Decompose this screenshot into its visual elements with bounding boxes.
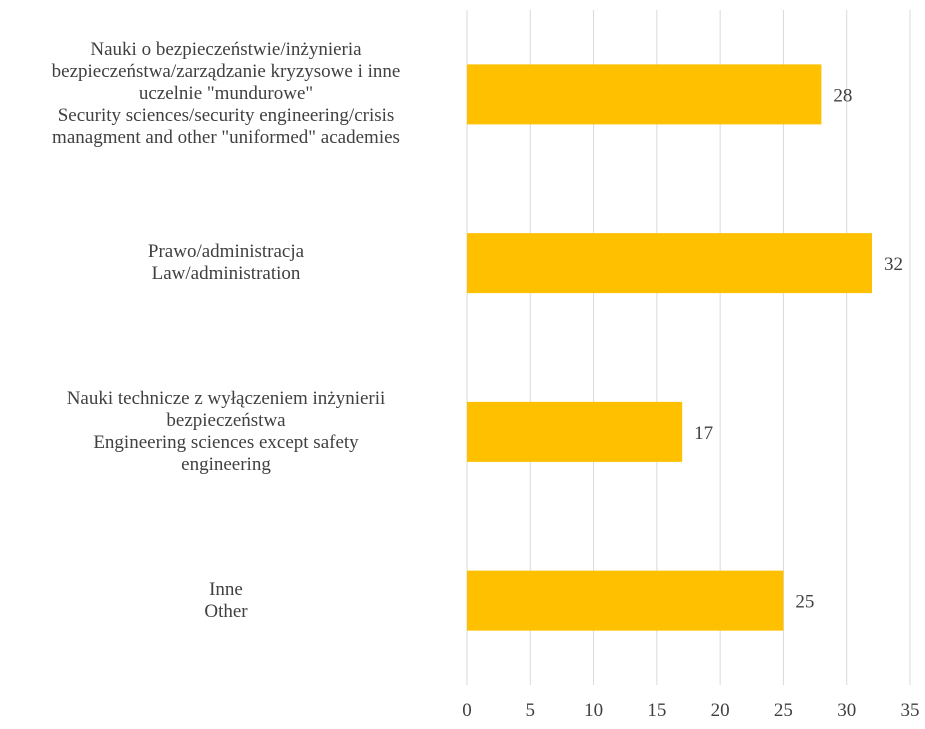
x-axis-tick-labels: 0 5 10 15 20 25 30 35 bbox=[462, 700, 919, 721]
category-label-line: Inne bbox=[209, 578, 243, 600]
x-tick-label: 35 bbox=[901, 700, 920, 721]
category-label-line: Prawo/administracja bbox=[147, 241, 305, 263]
category-label-line: Other bbox=[204, 600, 248, 622]
data-label: 32 bbox=[884, 254, 903, 275]
bar-0 bbox=[467, 64, 822, 125]
category-label-line: Law/administration bbox=[151, 263, 301, 285]
x-tick-label: 5 bbox=[526, 700, 536, 721]
category-label-line: uczelnie "mundurowe" bbox=[138, 83, 314, 105]
x-tick-label: 20 bbox=[711, 700, 730, 721]
category-label-line: managment and other "uniformed" academie… bbox=[52, 127, 400, 149]
category-label: Nauki technicze z wyłączeniem inżynierii… bbox=[0, 388, 452, 476]
data-label: 17 bbox=[694, 423, 713, 444]
data-labels: 28 32 17 25 bbox=[694, 85, 903, 612]
x-tick-label: 30 bbox=[837, 700, 856, 721]
category-label-line: Nauki technicze z wyłączeniem inżynierii bbox=[66, 387, 386, 409]
x-tick-label: 10 bbox=[584, 700, 603, 721]
x-tick-label: 15 bbox=[647, 700, 666, 721]
bar-3 bbox=[467, 570, 784, 631]
bar-1 bbox=[467, 233, 873, 294]
data-label: 28 bbox=[833, 85, 852, 106]
category-label: Inne Other bbox=[0, 579, 452, 623]
category-label-line: engineering bbox=[181, 453, 271, 475]
x-tick-label: 0 bbox=[462, 700, 472, 721]
x-tick-label: 25 bbox=[774, 700, 793, 721]
category-label-line: Engineering sciences except safety bbox=[93, 431, 359, 453]
bar-2 bbox=[467, 401, 683, 462]
data-label: 25 bbox=[795, 592, 814, 613]
category-label: Prawo/administracja Law/administration bbox=[0, 241, 452, 285]
category-label-line: bezpieczeństwa bbox=[166, 409, 286, 431]
category-label-line: Nauki o bezpieczeństwie/inżynieria bbox=[90, 39, 362, 61]
category-label: Nauki o bezpieczeństwie/inżynieria bezpie… bbox=[0, 39, 452, 149]
bars bbox=[467, 64, 873, 631]
category-label-line: Security sciences/security engineering/c… bbox=[57, 105, 395, 127]
category-label-line: bezpieczeństwa/zarządzanie kryzysowe i i… bbox=[51, 61, 401, 83]
